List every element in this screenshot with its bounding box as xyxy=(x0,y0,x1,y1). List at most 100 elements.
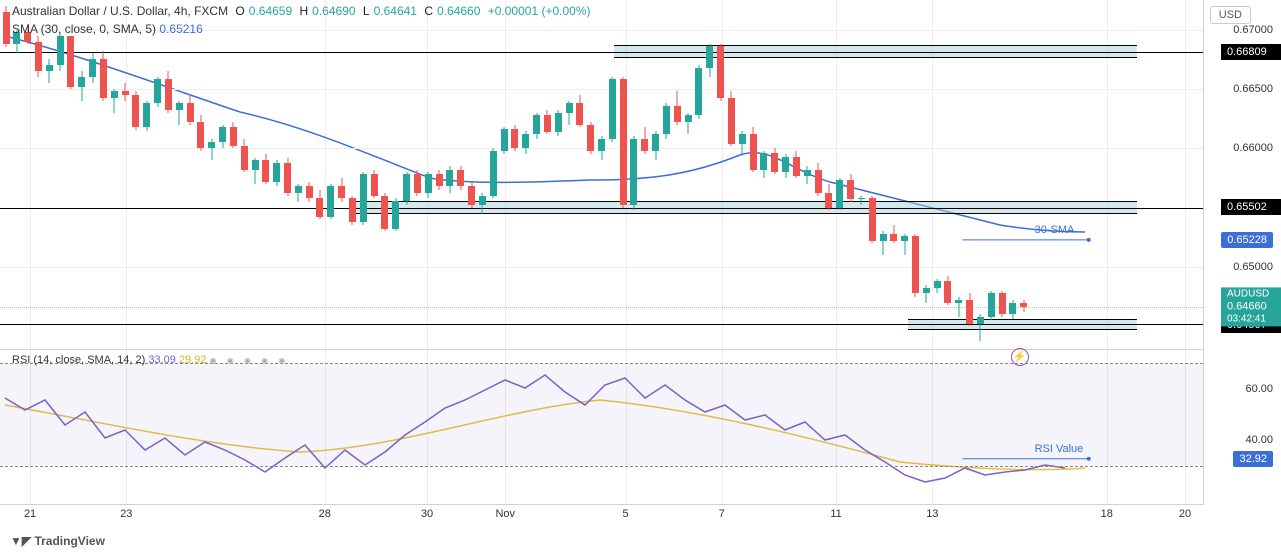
candle[interactable] xyxy=(284,0,291,350)
candle[interactable] xyxy=(717,0,724,350)
rsi-text-label[interactable]: RSI Value xyxy=(1035,443,1084,455)
candle[interactable] xyxy=(566,0,573,350)
price-pane[interactable]: 30-SMA⚡ xyxy=(0,0,1203,350)
candle[interactable] xyxy=(295,0,302,350)
candle[interactable] xyxy=(67,0,74,350)
candle[interactable] xyxy=(912,0,919,350)
candle[interactable] xyxy=(381,0,388,350)
candle[interactable] xyxy=(544,0,551,350)
candle[interactable] xyxy=(652,0,659,350)
candle[interactable] xyxy=(934,0,941,350)
candle[interactable] xyxy=(446,0,453,350)
candle[interactable] xyxy=(620,0,627,350)
candle[interactable] xyxy=(3,0,10,350)
candle[interactable] xyxy=(511,0,518,350)
candle[interactable] xyxy=(674,0,681,350)
candle[interactable] xyxy=(425,0,432,350)
candle[interactable] xyxy=(273,0,280,350)
candle[interactable] xyxy=(533,0,540,350)
candle[interactable] xyxy=(35,0,42,350)
time-axis[interactable]: 21232830Nov5711131820 xyxy=(0,506,1203,526)
candle[interactable] xyxy=(46,0,53,350)
candle[interactable] xyxy=(955,0,962,350)
candle[interactable] xyxy=(436,0,443,350)
candle[interactable] xyxy=(609,0,616,350)
candle[interactable] xyxy=(685,0,692,350)
candle[interactable] xyxy=(57,0,64,350)
candle[interactable] xyxy=(771,0,778,350)
candle[interactable] xyxy=(793,0,800,350)
candle[interactable] xyxy=(490,0,497,350)
candle[interactable] xyxy=(371,0,378,350)
candle[interactable] xyxy=(132,0,139,350)
candle[interactable] xyxy=(880,0,887,350)
rsi-pane[interactable]: RSI Value xyxy=(0,350,1203,505)
candle[interactable] xyxy=(111,0,118,350)
candle[interactable] xyxy=(187,0,194,350)
candle[interactable] xyxy=(230,0,237,350)
price-line-tag[interactable]: 0.66809 xyxy=(1221,44,1281,60)
candle[interactable] xyxy=(923,0,930,350)
candle[interactable] xyxy=(598,0,605,350)
candle[interactable] xyxy=(825,0,832,350)
candle[interactable] xyxy=(338,0,345,350)
candle[interactable] xyxy=(988,0,995,350)
symbol-title[interactable]: Australian Dollar / U.S. Dollar, 4h, FXC… xyxy=(12,4,228,18)
candle[interactable] xyxy=(414,0,421,350)
candle[interactable] xyxy=(576,0,583,350)
candle[interactable] xyxy=(804,0,811,350)
candle[interactable] xyxy=(100,0,107,350)
candle[interactable] xyxy=(641,0,648,350)
candle[interactable] xyxy=(966,0,973,350)
candle[interactable] xyxy=(836,0,843,350)
sma-text-label[interactable]: 30-SMA xyxy=(1035,224,1075,236)
candle[interactable] xyxy=(479,0,486,350)
sma-value-badge[interactable]: 0.65228 xyxy=(1221,232,1273,248)
candle[interactable] xyxy=(999,0,1006,350)
current-price-tag[interactable]: AUDUSD0.6466003:42:41 xyxy=(1221,288,1281,327)
candle[interactable] xyxy=(468,0,475,350)
candle[interactable] xyxy=(316,0,323,350)
candle[interactable] xyxy=(630,0,637,350)
candle[interactable] xyxy=(782,0,789,350)
candle[interactable] xyxy=(197,0,204,350)
candle[interactable] xyxy=(208,0,215,350)
candle[interactable] xyxy=(739,0,746,350)
candle[interactable] xyxy=(977,0,984,350)
candle[interactable] xyxy=(760,0,767,350)
candle[interactable] xyxy=(78,0,85,350)
candle[interactable] xyxy=(522,0,529,350)
candle[interactable] xyxy=(555,0,562,350)
price-line-tag[interactable]: 0.65502 xyxy=(1221,199,1281,215)
candle[interactable] xyxy=(176,0,183,350)
candle[interactable] xyxy=(869,0,876,350)
candle[interactable] xyxy=(663,0,670,350)
candle[interactable] xyxy=(262,0,269,350)
candle[interactable] xyxy=(858,0,865,350)
candle[interactable] xyxy=(890,0,897,350)
candle[interactable] xyxy=(252,0,259,350)
candle[interactable] xyxy=(501,0,508,350)
candle[interactable] xyxy=(306,0,313,350)
candle[interactable] xyxy=(587,0,594,350)
candle[interactable] xyxy=(89,0,96,350)
candle[interactable] xyxy=(392,0,399,350)
candle[interactable] xyxy=(143,0,150,350)
candle[interactable] xyxy=(901,0,908,350)
candle[interactable] xyxy=(706,0,713,350)
candle[interactable] xyxy=(695,0,702,350)
candle[interactable] xyxy=(1020,0,1027,350)
candle[interactable] xyxy=(360,0,367,350)
rsi-value-badge[interactable]: 32.92 xyxy=(1233,451,1273,467)
candle[interactable] xyxy=(13,0,20,350)
candle[interactable] xyxy=(750,0,757,350)
candle[interactable] xyxy=(327,0,334,350)
candle[interactable] xyxy=(154,0,161,350)
candle[interactable] xyxy=(1009,0,1016,350)
y-axis[interactable]: 0.670000.665000.660000.655000.650000.668… xyxy=(1203,0,1281,505)
candle[interactable] xyxy=(219,0,226,350)
candle[interactable] xyxy=(24,0,31,350)
candle[interactable] xyxy=(728,0,735,350)
candle[interactable] xyxy=(847,0,854,350)
candle[interactable] xyxy=(122,0,129,350)
